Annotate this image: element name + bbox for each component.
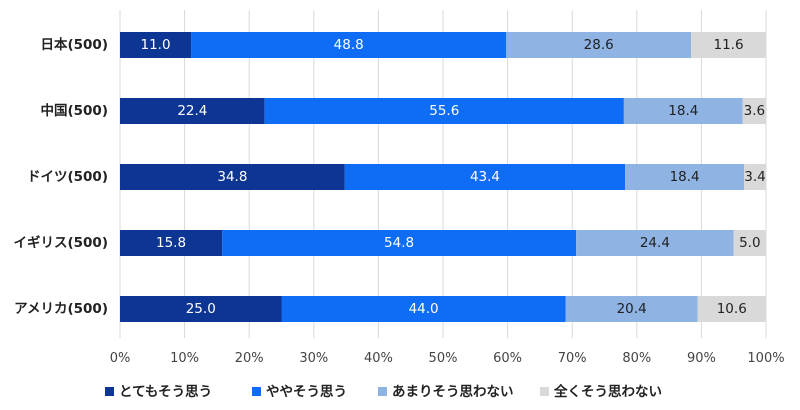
data-label: 44.0: [409, 301, 439, 317]
legend-label: 全くそう思わない: [553, 383, 662, 400]
bar-segment: [733, 230, 766, 256]
bar-segment: [506, 32, 692, 58]
data-label: 11.0: [140, 37, 170, 53]
x-tick-label: 100%: [747, 351, 784, 366]
legend-label: あまりそう思わない: [392, 384, 514, 400]
data-label: 3.6: [744, 103, 765, 119]
x-tick-label: 0%: [110, 351, 131, 366]
bar-segment: [120, 164, 345, 190]
bar-segment: [264, 98, 624, 124]
data-label: 43.4: [470, 169, 500, 185]
bar-segment: [120, 230, 223, 256]
bar-segment: [691, 32, 766, 58]
x-tick-label: 50%: [429, 351, 458, 366]
data-label: 18.4: [670, 169, 700, 185]
legend-swatch: [378, 387, 387, 396]
legend-swatch: [540, 387, 549, 396]
x-tick-label: 80%: [622, 351, 651, 366]
data-label: 10.6: [717, 301, 747, 317]
data-label: 11.6: [714, 37, 744, 53]
data-label: 34.8: [217, 169, 247, 185]
legend-swatch: [252, 387, 261, 396]
bar-segment: [344, 164, 626, 190]
category-label: ドイツ(500): [27, 169, 108, 185]
legend: とてもそう思う ややそう思う あまりそう思わない 全くそう思わない: [105, 383, 662, 400]
data-label: 5.0: [739, 235, 760, 251]
category-label: アメリカ(500): [14, 301, 108, 317]
bar-segment: [191, 32, 507, 58]
category-label: 中国(500): [40, 102, 108, 119]
legend-label: ややそう思う: [266, 384, 347, 400]
data-label: 48.8: [334, 37, 364, 53]
legend-swatch: [105, 387, 114, 396]
x-axis-ticks: 0% 10% 20% 30% 40% 50% 60% 70% 80% 90% 100%: [110, 351, 785, 366]
bar-segment: [120, 32, 192, 58]
category-label: 日本(500): [40, 36, 108, 53]
bar-segment: [576, 230, 734, 256]
bar-segment: [281, 296, 566, 322]
data-label: 22.4: [177, 103, 207, 119]
x-tick-label: 10%: [170, 351, 199, 366]
data-label: 28.6: [584, 37, 614, 53]
data-label: 55.6: [429, 103, 459, 119]
data-label: 24.4: [640, 235, 670, 251]
bar-segment: [120, 296, 282, 322]
bar-segment: [222, 230, 577, 256]
bar-segment: [744, 164, 766, 190]
data-label: 15.8: [156, 235, 186, 251]
data-label: 54.8: [384, 235, 414, 251]
x-tick-label: 90%: [687, 351, 716, 366]
bar-segment: [623, 98, 743, 124]
data-label: 18.4: [668, 103, 698, 119]
data-label: 20.4: [617, 301, 647, 317]
bar-segment: [697, 296, 766, 322]
legend-label: とてもそう思う: [119, 384, 212, 400]
x-tick-label: 30%: [299, 351, 328, 366]
x-tick-label: 20%: [235, 351, 264, 366]
category-label: イギリス(500): [13, 235, 108, 251]
category-labels: 日本(500) 中国(500) ドイツ(500) イギリス(500) アメリカ(500): [13, 36, 108, 317]
bar-segment: [742, 98, 766, 124]
bar-segment: [565, 296, 698, 322]
bars: 11.0 48.8 28.6 11.6 22.4 55.6 18.4 3.6 34.8 43.4 1…: [120, 32, 766, 322]
x-tick-label: 70%: [558, 351, 587, 366]
x-tick-label: 60%: [493, 351, 522, 366]
data-label: 25.0: [186, 301, 216, 317]
x-tick-label: 40%: [364, 351, 393, 366]
bar-segment: [625, 164, 745, 190]
data-label: 3.4: [744, 169, 765, 185]
bar-segment: [120, 98, 265, 124]
